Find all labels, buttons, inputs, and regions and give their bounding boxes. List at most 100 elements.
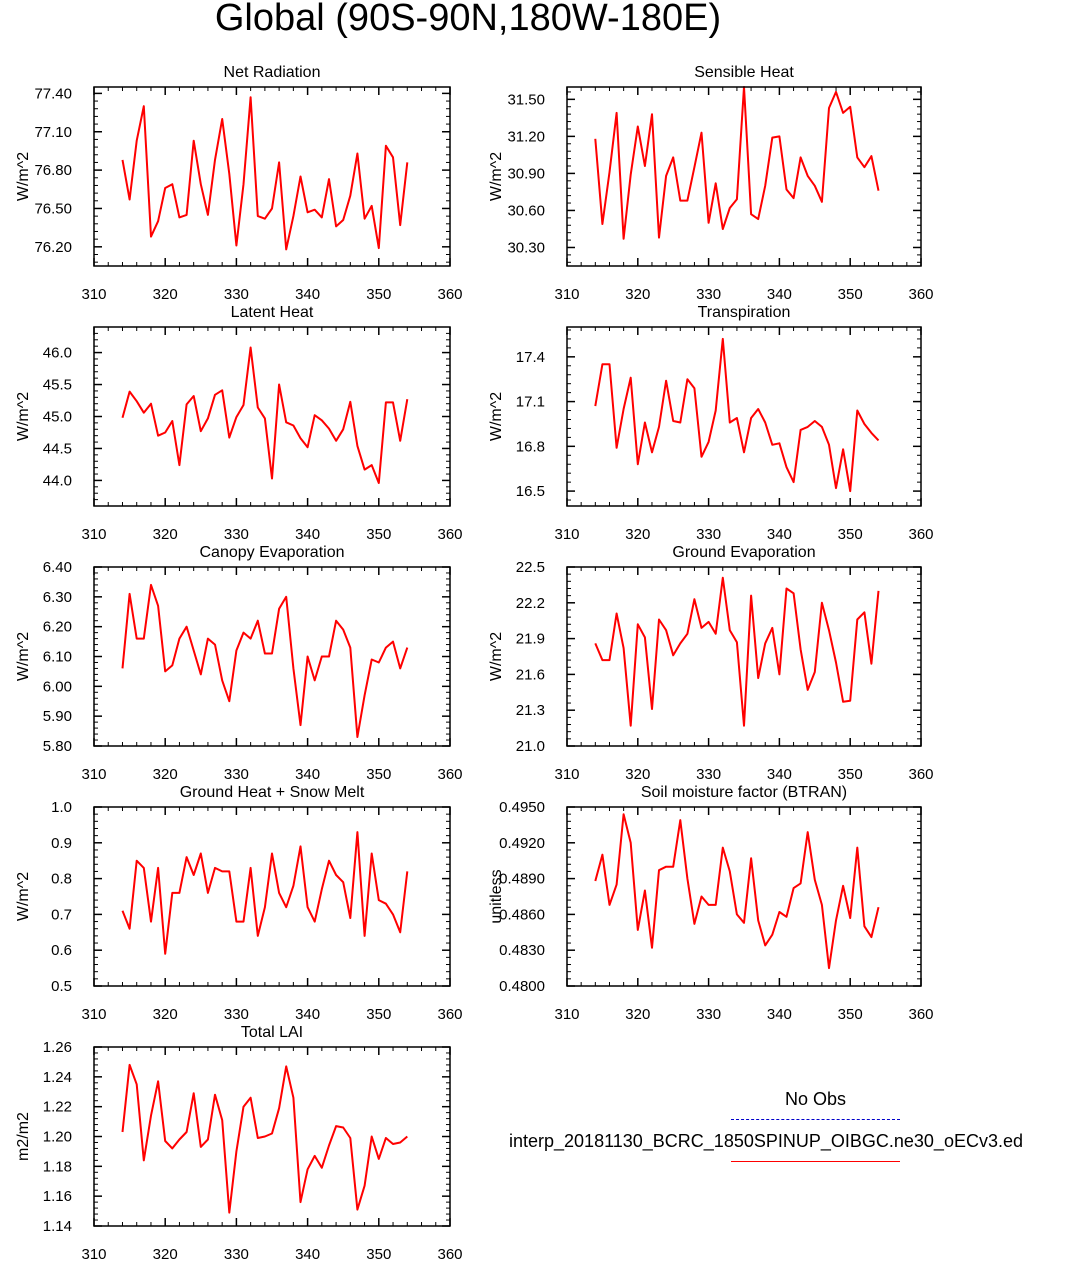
ground-heat-snow-melt-x-tick-label: 350 — [366, 1006, 391, 1023]
legend-case-label: interp_20181130_BCRC_1850SPINUP_OIBGC.ne… — [509, 1131, 1023, 1151]
canopy-evaporation-y-tick-label: 5.80 — [43, 738, 72, 755]
sensible-heat-x-tick-label: 340 — [767, 286, 792, 303]
chart-total-lai: Total LAI m2/m2 310 320 330 340 350 360 1.14 1.16… — [15, 1024, 463, 1261]
total-lai-x-tick-label: 330 — [224, 1246, 249, 1261]
total-lai-title: Total LAI — [241, 1024, 303, 1041]
ground-evaporation-y-label: W/m^2 — [488, 632, 505, 681]
latent-heat-x-tick-label: 360 — [437, 526, 462, 543]
figure-title: Global (90S-90N,180W-180E) — [214, 0, 722, 39]
ground-evaporation-x-tick-label: 340 — [767, 766, 792, 783]
soil-moisture-factor-btran-series-line — [594, 813, 880, 970]
net-radiation-x-tick-label: 330 — [224, 286, 249, 303]
transpiration-y-tick-label: 17.1 — [516, 394, 545, 411]
net-radiation-series-line — [121, 96, 409, 251]
ground-evaporation-y-tick-label: 22.2 — [516, 595, 545, 612]
ground-heat-snow-melt-x-tick-label: 320 — [153, 1006, 178, 1023]
sensible-heat-x-tick-label: 350 — [838, 286, 863, 303]
net-radiation-title: Net Radiation — [224, 64, 321, 81]
latent-heat-x-tick-label: 350 — [366, 526, 391, 543]
canopy-evaporation-y-tick-label: 6.30 — [43, 589, 72, 606]
ground-heat-snow-melt-series-line — [121, 831, 409, 955]
soil-moisture-factor-btran-x-tick-label: 320 — [625, 1006, 650, 1023]
ground-heat-snow-melt-x-tick-label: 330 — [224, 1006, 249, 1023]
transpiration-x-tick-label: 330 — [696, 526, 721, 543]
sensible-heat-title: Sensible Heat — [694, 64, 794, 81]
soil-moisture-factor-btran-y-tick-label: 0.4920 — [499, 835, 545, 852]
sensible-heat-y-tick-label: 30.60 — [507, 202, 545, 219]
ground-evaporation-x-tick-label: 350 — [838, 766, 863, 783]
sensible-heat-x-tick-label: 320 — [625, 286, 650, 303]
latent-heat-x-tick-label: 320 — [153, 526, 178, 543]
sensible-heat-y-label: W/m^2 — [488, 152, 505, 201]
ground-evaporation-frame — [566, 566, 922, 747]
net-radiation-frame — [93, 86, 451, 267]
total-lai-frame — [93, 1046, 451, 1227]
total-lai-x-tick-label: 350 — [366, 1246, 391, 1261]
chart-soil-moisture-factor-btran: Soil moisture factor (BTRAN) unitless 310 3… — [488, 784, 934, 1023]
sensible-heat-x-tick-label: 360 — [908, 286, 933, 303]
total-lai-y-tick-label: 1.24 — [43, 1069, 72, 1086]
ground-heat-snow-melt-y-label: W/m^2 — [15, 872, 32, 921]
canopy-evaporation-y-tick-label: 6.00 — [43, 678, 72, 695]
canopy-evaporation-frame — [93, 566, 451, 747]
ground-heat-snow-melt-frame — [93, 806, 451, 987]
ground-heat-snow-melt-y-tick-label: 0.5 — [51, 978, 72, 995]
transpiration-x-tick-label: 320 — [625, 526, 650, 543]
ground-evaporation-x-tick-label: 330 — [696, 766, 721, 783]
soil-moisture-factor-btran-frame — [566, 806, 922, 987]
canopy-evaporation-x-tick-label: 330 — [224, 766, 249, 783]
canopy-evaporation-y-tick-label: 6.20 — [43, 619, 72, 636]
net-radiation-y-tick-label: 76.20 — [34, 239, 72, 256]
total-lai-y-tick-label: 1.16 — [43, 1188, 72, 1205]
transpiration-x-tick-label: 360 — [908, 526, 933, 543]
ground-heat-snow-melt-y-tick-label: 1.0 — [51, 799, 72, 816]
net-radiation-x-tick-label: 350 — [366, 286, 391, 303]
sensible-heat-x-tick-label: 310 — [554, 286, 579, 303]
net-radiation-x-tick-label: 310 — [81, 286, 106, 303]
transpiration-y-tick-label: 16.5 — [516, 483, 545, 500]
canopy-evaporation-y-label: W/m^2 — [15, 632, 32, 681]
latent-heat-y-tick-label: 45.0 — [43, 409, 72, 426]
canopy-evaporation-y-tick-label: 5.90 — [43, 708, 72, 725]
sensible-heat-y-tick-label: 31.20 — [507, 128, 545, 145]
latent-heat-y-tick-label: 44.0 — [43, 472, 72, 489]
ground-heat-snow-melt-title: Ground Heat + Snow Melt — [180, 784, 365, 801]
sensible-heat-frame — [566, 86, 922, 267]
legend-case-line — [731, 1161, 900, 1162]
sensible-heat-series-line — [594, 86, 880, 240]
total-lai-y-tick-label: 1.22 — [43, 1099, 72, 1116]
transpiration-x-tick-label: 340 — [767, 526, 792, 543]
soil-moisture-factor-btran-y-tick-label: 0.4860 — [499, 906, 545, 923]
sensible-heat-y-tick-label: 31.50 — [507, 91, 545, 108]
chart-latent-heat: Latent Heat W/m^2 310 320 330 340 350 360 44.0 44… — [15, 304, 463, 543]
net-radiation-y-tick-label: 76.50 — [34, 200, 72, 217]
latent-heat-title: Latent Heat — [231, 304, 314, 321]
ground-evaporation-y-tick-label: 22.5 — [516, 559, 545, 576]
total-lai-y-label: m2/m2 — [15, 1112, 32, 1161]
ground-evaporation-x-tick-label: 320 — [625, 766, 650, 783]
ground-heat-snow-melt-x-tick-label: 360 — [437, 1006, 462, 1023]
chart-ground-heat-snow-melt: Ground Heat + Snow Melt W/m^2 310 320 330 340… — [15, 784, 463, 1023]
total-lai-x-tick-label: 320 — [153, 1246, 178, 1261]
chart-canopy-evaporation: Canopy Evaporation W/m^2 310 320 330 340 350 36… — [15, 544, 463, 783]
canopy-evaporation-x-tick-label: 320 — [153, 766, 178, 783]
soil-moisture-factor-btran-x-tick-label: 310 — [554, 1006, 579, 1023]
net-radiation-x-tick-label: 360 — [437, 286, 462, 303]
net-radiation-x-tick-label: 320 — [153, 286, 178, 303]
chart-ground-evaporation: Ground Evaporation W/m^2 310 320 330 340 350 36… — [488, 544, 934, 783]
total-lai-y-tick-label: 1.20 — [43, 1129, 72, 1146]
transpiration-frame — [566, 326, 922, 507]
total-lai-series-line — [121, 1063, 408, 1214]
canopy-evaporation-x-tick-label: 310 — [81, 766, 106, 783]
ground-evaporation-x-tick-label: 360 — [908, 766, 933, 783]
ground-heat-snow-melt-y-tick-label: 0.8 — [51, 871, 72, 888]
latent-heat-y-tick-label: 45.5 — [43, 377, 72, 394]
ground-evaporation-y-tick-label: 21.9 — [516, 631, 545, 648]
latent-heat-y-tick-label: 46.0 — [43, 345, 72, 362]
soil-moisture-factor-btran-y-tick-label: 0.4890 — [499, 871, 545, 888]
transpiration-y-tick-label: 17.4 — [516, 349, 545, 366]
net-radiation-y-tick-label: 77.10 — [34, 124, 72, 141]
ground-heat-snow-melt-x-tick-label: 310 — [81, 1006, 106, 1023]
soil-moisture-factor-btran-x-tick-label: 330 — [696, 1006, 721, 1023]
transpiration-x-tick-label: 350 — [838, 526, 863, 543]
